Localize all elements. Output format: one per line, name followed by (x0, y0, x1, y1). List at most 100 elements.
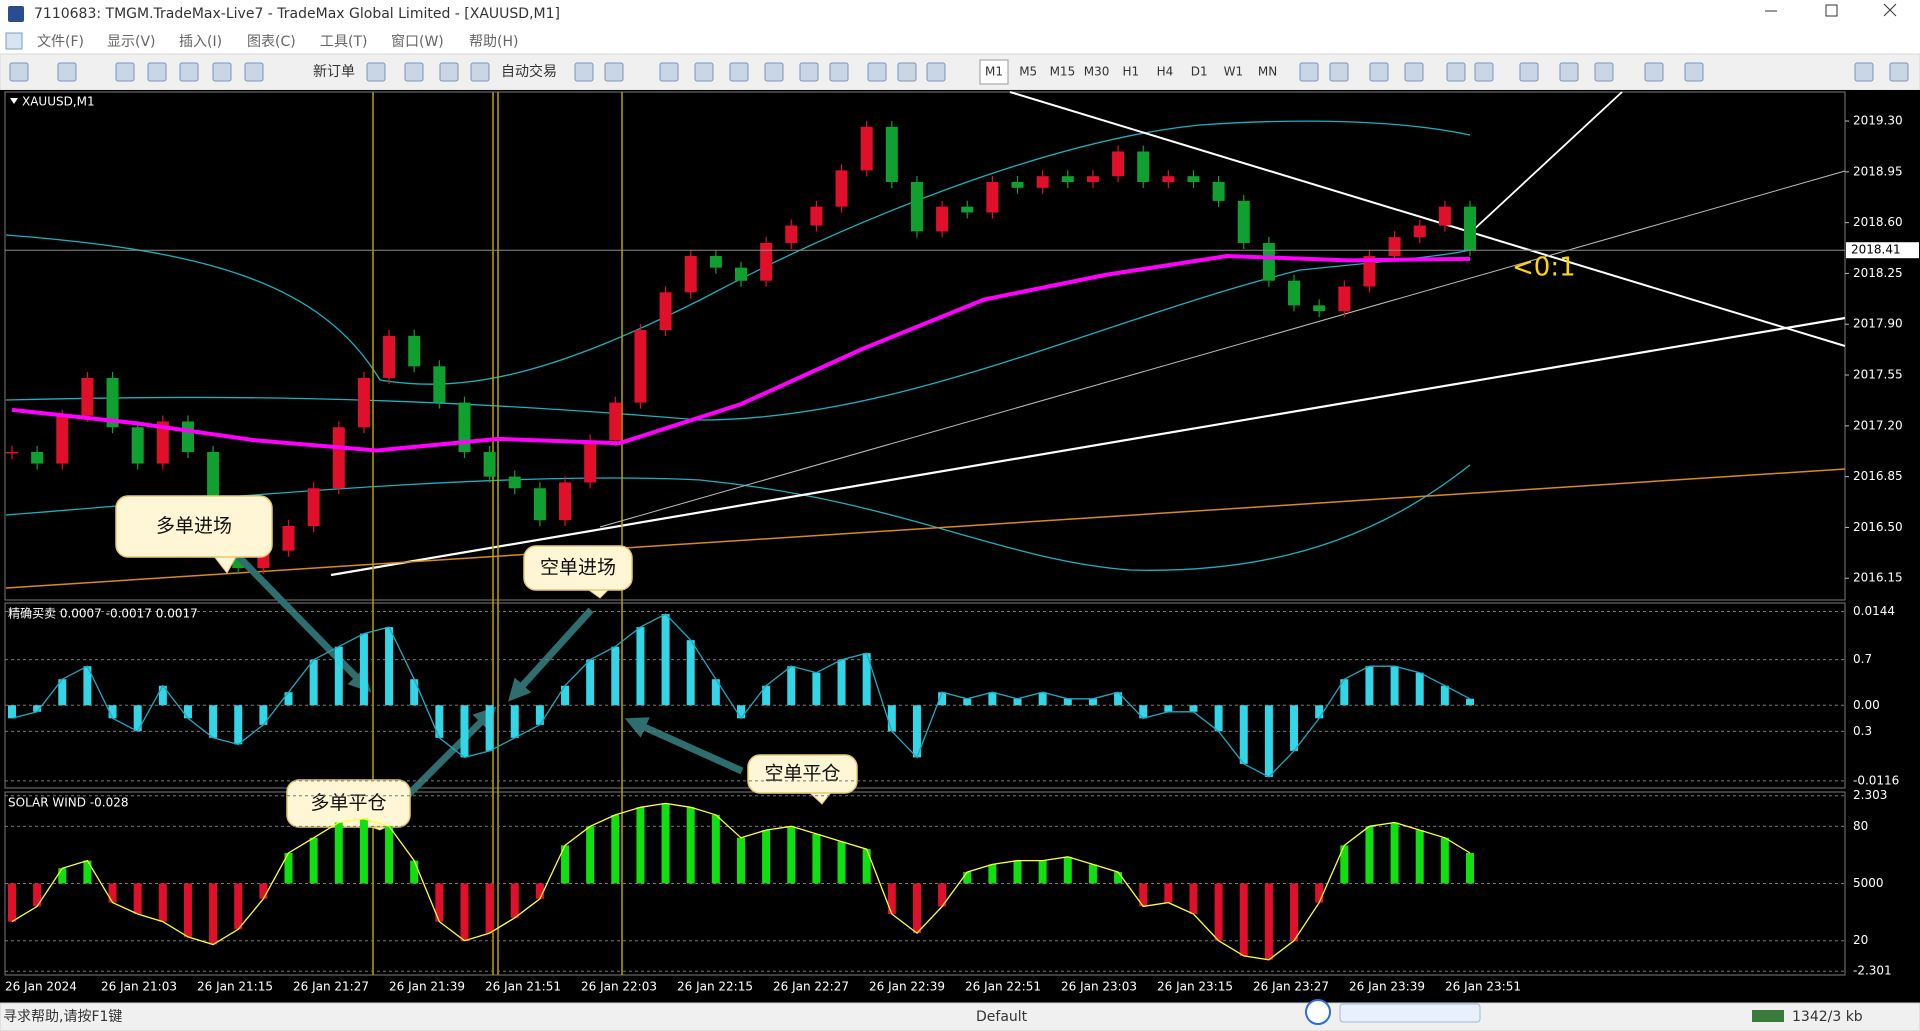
y-tick-label: 2016.15 (1853, 571, 1903, 585)
candle (1162, 176, 1175, 182)
histogram-bar (183, 705, 192, 719)
menu-item[interactable]: 窗口(W) (391, 33, 444, 50)
timeframe-button[interactable]: D1 (1191, 65, 1208, 79)
menu-item[interactable]: 插入(I) (179, 34, 222, 50)
histogram-bar (1415, 830, 1424, 884)
histogram-bar (912, 705, 921, 758)
histogram-bar (1214, 705, 1223, 732)
menu-item[interactable]: 工具(T) (320, 34, 367, 50)
toolbar-button[interactable] (1404, 62, 1424, 82)
toolbar-label[interactable]: 新订单 (313, 64, 355, 80)
histogram-bar (636, 627, 645, 706)
y-tick-label: 2017.55 (1853, 368, 1903, 382)
histogram-bar (510, 705, 519, 738)
candle (659, 292, 672, 331)
toolbar-button[interactable] (829, 62, 849, 82)
toolbar-button[interactable] (366, 62, 386, 82)
candle (1187, 176, 1200, 182)
toolbar-button[interactable] (1684, 62, 1704, 82)
indicator-line (11, 613, 1471, 778)
menu-item[interactable]: 帮助(H) (469, 34, 518, 50)
histogram-bar (1440, 837, 1449, 884)
candle (156, 421, 169, 464)
candle (634, 330, 647, 403)
toolbar-button[interactable] (244, 62, 264, 82)
toolbar-button[interactable] (1559, 62, 1579, 82)
toolbar-button[interactable] (729, 62, 749, 82)
menu-bar (0, 29, 1920, 54)
time-label: 26 Jan 21:39 (389, 980, 465, 994)
toolbar-button[interactable] (659, 62, 679, 82)
toolbar-button[interactable] (1329, 62, 1349, 82)
menu-item[interactable]: 显示(V) (107, 34, 156, 50)
candle (1288, 280, 1301, 306)
histogram-bar (359, 633, 368, 706)
toolbar-label[interactable]: 自动交易 (501, 63, 557, 80)
toolbar-button[interactable] (897, 62, 917, 82)
toolbar-button[interactable] (212, 62, 232, 82)
toolbar-button[interactable] (57, 62, 77, 82)
histogram-bar (460, 883, 469, 941)
histogram-bar (611, 814, 620, 884)
histogram-bar (1164, 883, 1173, 903)
callout-text: 多单平仓 (310, 792, 386, 814)
toolbar-button[interactable] (9, 62, 29, 82)
y-tick-label: 0.0144 (1853, 604, 1895, 618)
timeframe-button[interactable]: M5 (1019, 65, 1037, 79)
toolbar-button[interactable] (1519, 62, 1539, 82)
toolbar-button[interactable] (115, 62, 135, 82)
timeframe-button[interactable]: H1 (1122, 65, 1139, 79)
toolbar-button[interactable] (574, 62, 594, 82)
y-tick-label: 20 (1853, 933, 1868, 947)
timeframe-button[interactable]: M30 (1084, 65, 1110, 79)
toolbar-button[interactable] (799, 62, 819, 82)
timeframe-button[interactable]: W1 (1224, 65, 1244, 79)
close-button[interactable] (1883, 3, 1897, 17)
toolbar-button[interactable] (926, 62, 946, 82)
traffic-icon (1752, 1010, 1784, 1022)
band-lower (5, 464, 1471, 571)
toolbar-button[interactable] (764, 62, 784, 82)
toolbar-button[interactable] (1889, 62, 1909, 82)
menu-item[interactable]: 图表(C) (247, 34, 296, 50)
toolbar-button[interactable] (1446, 62, 1466, 82)
timeframe-button[interactable]: M1 (985, 65, 1003, 79)
toolbar-button[interactable] (470, 62, 490, 82)
y-tick-label: -0.0116 (1853, 773, 1899, 787)
toolbar-button[interactable] (1474, 62, 1494, 82)
toolbar-button[interactable] (867, 62, 887, 82)
toolbar-button[interactable] (1644, 62, 1664, 82)
menu-item[interactable]: 文件(F) (37, 34, 84, 50)
timeframe-button[interactable]: MN (1258, 65, 1277, 79)
toolbar-button[interactable] (1854, 62, 1874, 82)
histogram-bar (1239, 705, 1248, 764)
toolbar-button[interactable] (404, 62, 424, 82)
candle (810, 206, 823, 226)
timeframe-button[interactable]: H4 (1157, 65, 1174, 79)
toolbar-button[interactable] (179, 62, 199, 82)
maximize-button[interactable] (1825, 4, 1838, 17)
toolbar-button[interactable] (694, 62, 714, 82)
histogram-bar (586, 659, 595, 706)
toolbar-button[interactable] (439, 62, 459, 82)
toolbar-button[interactable] (604, 62, 624, 82)
toolbar-button[interactable] (1369, 62, 1389, 82)
y-tick-label: 5000 (1853, 876, 1884, 890)
histogram-bar (108, 705, 117, 719)
toolbar-button[interactable] (147, 62, 167, 82)
arrow (624, 717, 744, 775)
toolbar-button[interactable] (1594, 62, 1614, 82)
histogram-bar (385, 826, 394, 884)
candle (357, 377, 370, 428)
timeframe-button[interactable]: M15 (1050, 65, 1076, 79)
histogram-bar (812, 833, 821, 884)
histogram-bar (234, 705, 243, 745)
y-tick-label: 2019.30 (1853, 114, 1903, 128)
time-label: 26 Jan 23:15 (1157, 980, 1233, 994)
status-profile: Default (976, 1009, 1028, 1025)
toolbar-button[interactable] (1299, 62, 1319, 82)
histogram-bar (762, 830, 771, 884)
y-tick-label: 0.7 (1853, 652, 1872, 666)
y-tick-label: 2018.60 (1853, 215, 1903, 229)
